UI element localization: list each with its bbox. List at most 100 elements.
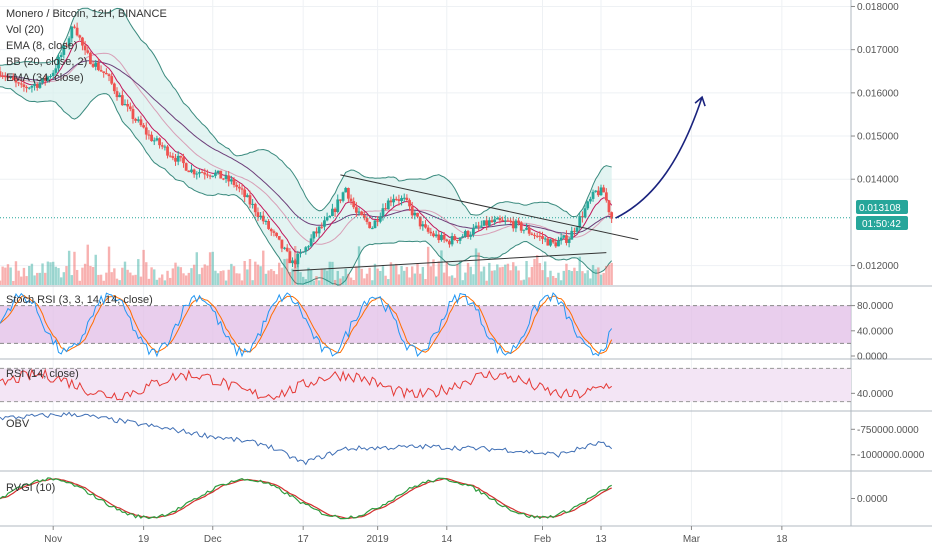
volume-bar	[591, 264, 595, 285]
volume-bar	[349, 277, 353, 285]
stoch-rsi-axis[interactable]: 80.0000 40.0000 0.0000	[851, 301, 894, 363]
candle-body	[573, 230, 576, 232]
candle-body	[200, 172, 204, 174]
volume-bar	[65, 266, 68, 285]
volume-bar	[182, 273, 185, 285]
rvgi-title[interactable]: RVGI (10)	[6, 482, 55, 494]
candle-body	[565, 235, 568, 243]
candle-body	[288, 251, 292, 264]
candle-body	[432, 233, 435, 237]
candle-body	[477, 225, 481, 227]
time-axis-tick-label: 2019	[367, 534, 390, 545]
candle-body	[227, 175, 231, 182]
symbol-title[interactable]: Monero / Bitcoin, 12H, BINANCE	[6, 8, 167, 20]
candle-body	[400, 198, 403, 201]
time-axis-tick-label: 13	[595, 534, 607, 545]
candle-body	[442, 234, 446, 240]
legend-ema8[interactable]: EMA (8, close)	[6, 40, 78, 52]
volume-bar	[134, 274, 137, 285]
candle-body	[352, 201, 356, 208]
rsi-axis[interactable]: 40.0000	[851, 389, 894, 400]
volume-bar	[78, 280, 81, 285]
candle-body	[0, 71, 2, 76]
volume-bar	[240, 280, 244, 285]
candle-body	[112, 83, 116, 92]
candle-body	[81, 37, 84, 46]
volume-bar	[54, 266, 58, 285]
volume-bar	[267, 270, 270, 285]
candle-body	[27, 87, 31, 89]
volume-bar	[12, 280, 15, 285]
volume-bar	[91, 267, 95, 285]
rvgi-axis[interactable]: 0.0000	[851, 494, 888, 505]
volume-bar	[59, 277, 63, 285]
stoch-rsi-pane[interactable]	[0, 292, 851, 358]
obv-title[interactable]: OBV	[6, 418, 30, 430]
volume-bar	[264, 273, 268, 285]
volume-bar	[501, 266, 504, 285]
obv-axis[interactable]: -750000.0000 -1000000.0000	[851, 425, 925, 461]
candle-body	[357, 211, 361, 213]
candle-body	[251, 203, 255, 205]
rvgi-pane[interactable]	[0, 477, 612, 520]
volume-bar	[506, 263, 510, 285]
candle-body	[445, 239, 449, 242]
volume-bar	[320, 268, 323, 285]
volume-bar	[86, 244, 89, 285]
price-axis[interactable]: 0.018000 0.017000 0.016000 0.015000 0.014000…	[851, 2, 899, 272]
candle-body	[208, 175, 212, 177]
candle-body	[104, 72, 108, 75]
rvgi-axis-tick-label: 0.0000	[857, 494, 888, 505]
obv-pane[interactable]	[0, 411, 613, 466]
volume-bar	[432, 259, 435, 285]
candle-body	[581, 216, 584, 218]
candle-body	[583, 208, 587, 218]
volume-bar	[206, 265, 209, 285]
candle-body	[498, 218, 502, 221]
volume-bar	[448, 276, 451, 285]
rsi-pane[interactable]	[0, 367, 851, 403]
candle-body	[466, 231, 470, 237]
projection-arrow[interactable]	[615, 96, 703, 219]
volume-bar	[142, 249, 145, 285]
volume-bar	[525, 260, 528, 285]
stoch-rsi-title[interactable]: Stoch RSI (3, 3, 14, 14, close)	[6, 294, 153, 306]
candle-body	[578, 216, 582, 228]
volume-bar	[328, 261, 331, 285]
candle-body	[344, 188, 348, 193]
candle-body	[22, 84, 26, 87]
candle-body	[6, 77, 10, 79]
candle-body	[136, 119, 140, 121]
rsi-title[interactable]: RSI (14, close)	[6, 368, 79, 380]
volume-bar	[482, 266, 486, 285]
candle-body	[65, 45, 68, 47]
volume-bar	[208, 252, 212, 285]
volume-bar	[512, 262, 515, 285]
legend-volume[interactable]: Vol (20)	[6, 24, 44, 36]
candle-body	[171, 156, 175, 158]
volume-bar	[67, 250, 71, 285]
candle-body	[283, 247, 286, 249]
volume-bar	[41, 263, 44, 285]
trendline-resistance[interactable]	[340, 174, 639, 241]
candle-body	[235, 184, 239, 187]
trendline-support[interactable]	[292, 252, 607, 272]
candle-body	[541, 236, 544, 239]
countdown-badge-bg	[856, 216, 908, 230]
volume-bar	[219, 271, 222, 285]
volume-bar	[251, 280, 254, 285]
volume-bar	[535, 255, 539, 285]
volume-bar	[357, 246, 361, 285]
candle-body	[509, 220, 512, 222]
time-axis[interactable]: Nov 19 Dec 17 2019 14 Feb 13 Mar 18	[44, 526, 788, 545]
legend-bollinger[interactable]: BB (20, close, 2)	[6, 56, 87, 68]
volume-bar	[283, 258, 286, 285]
volume-bar	[557, 272, 560, 285]
price-pane[interactable]	[0, 7, 851, 286]
volume-bar	[179, 267, 183, 285]
candle-body	[546, 238, 550, 246]
last-price-value: 0.013108	[859, 203, 901, 214]
candle-body	[219, 170, 223, 179]
legend-ema34[interactable]: EMA (34, close)	[6, 72, 84, 84]
